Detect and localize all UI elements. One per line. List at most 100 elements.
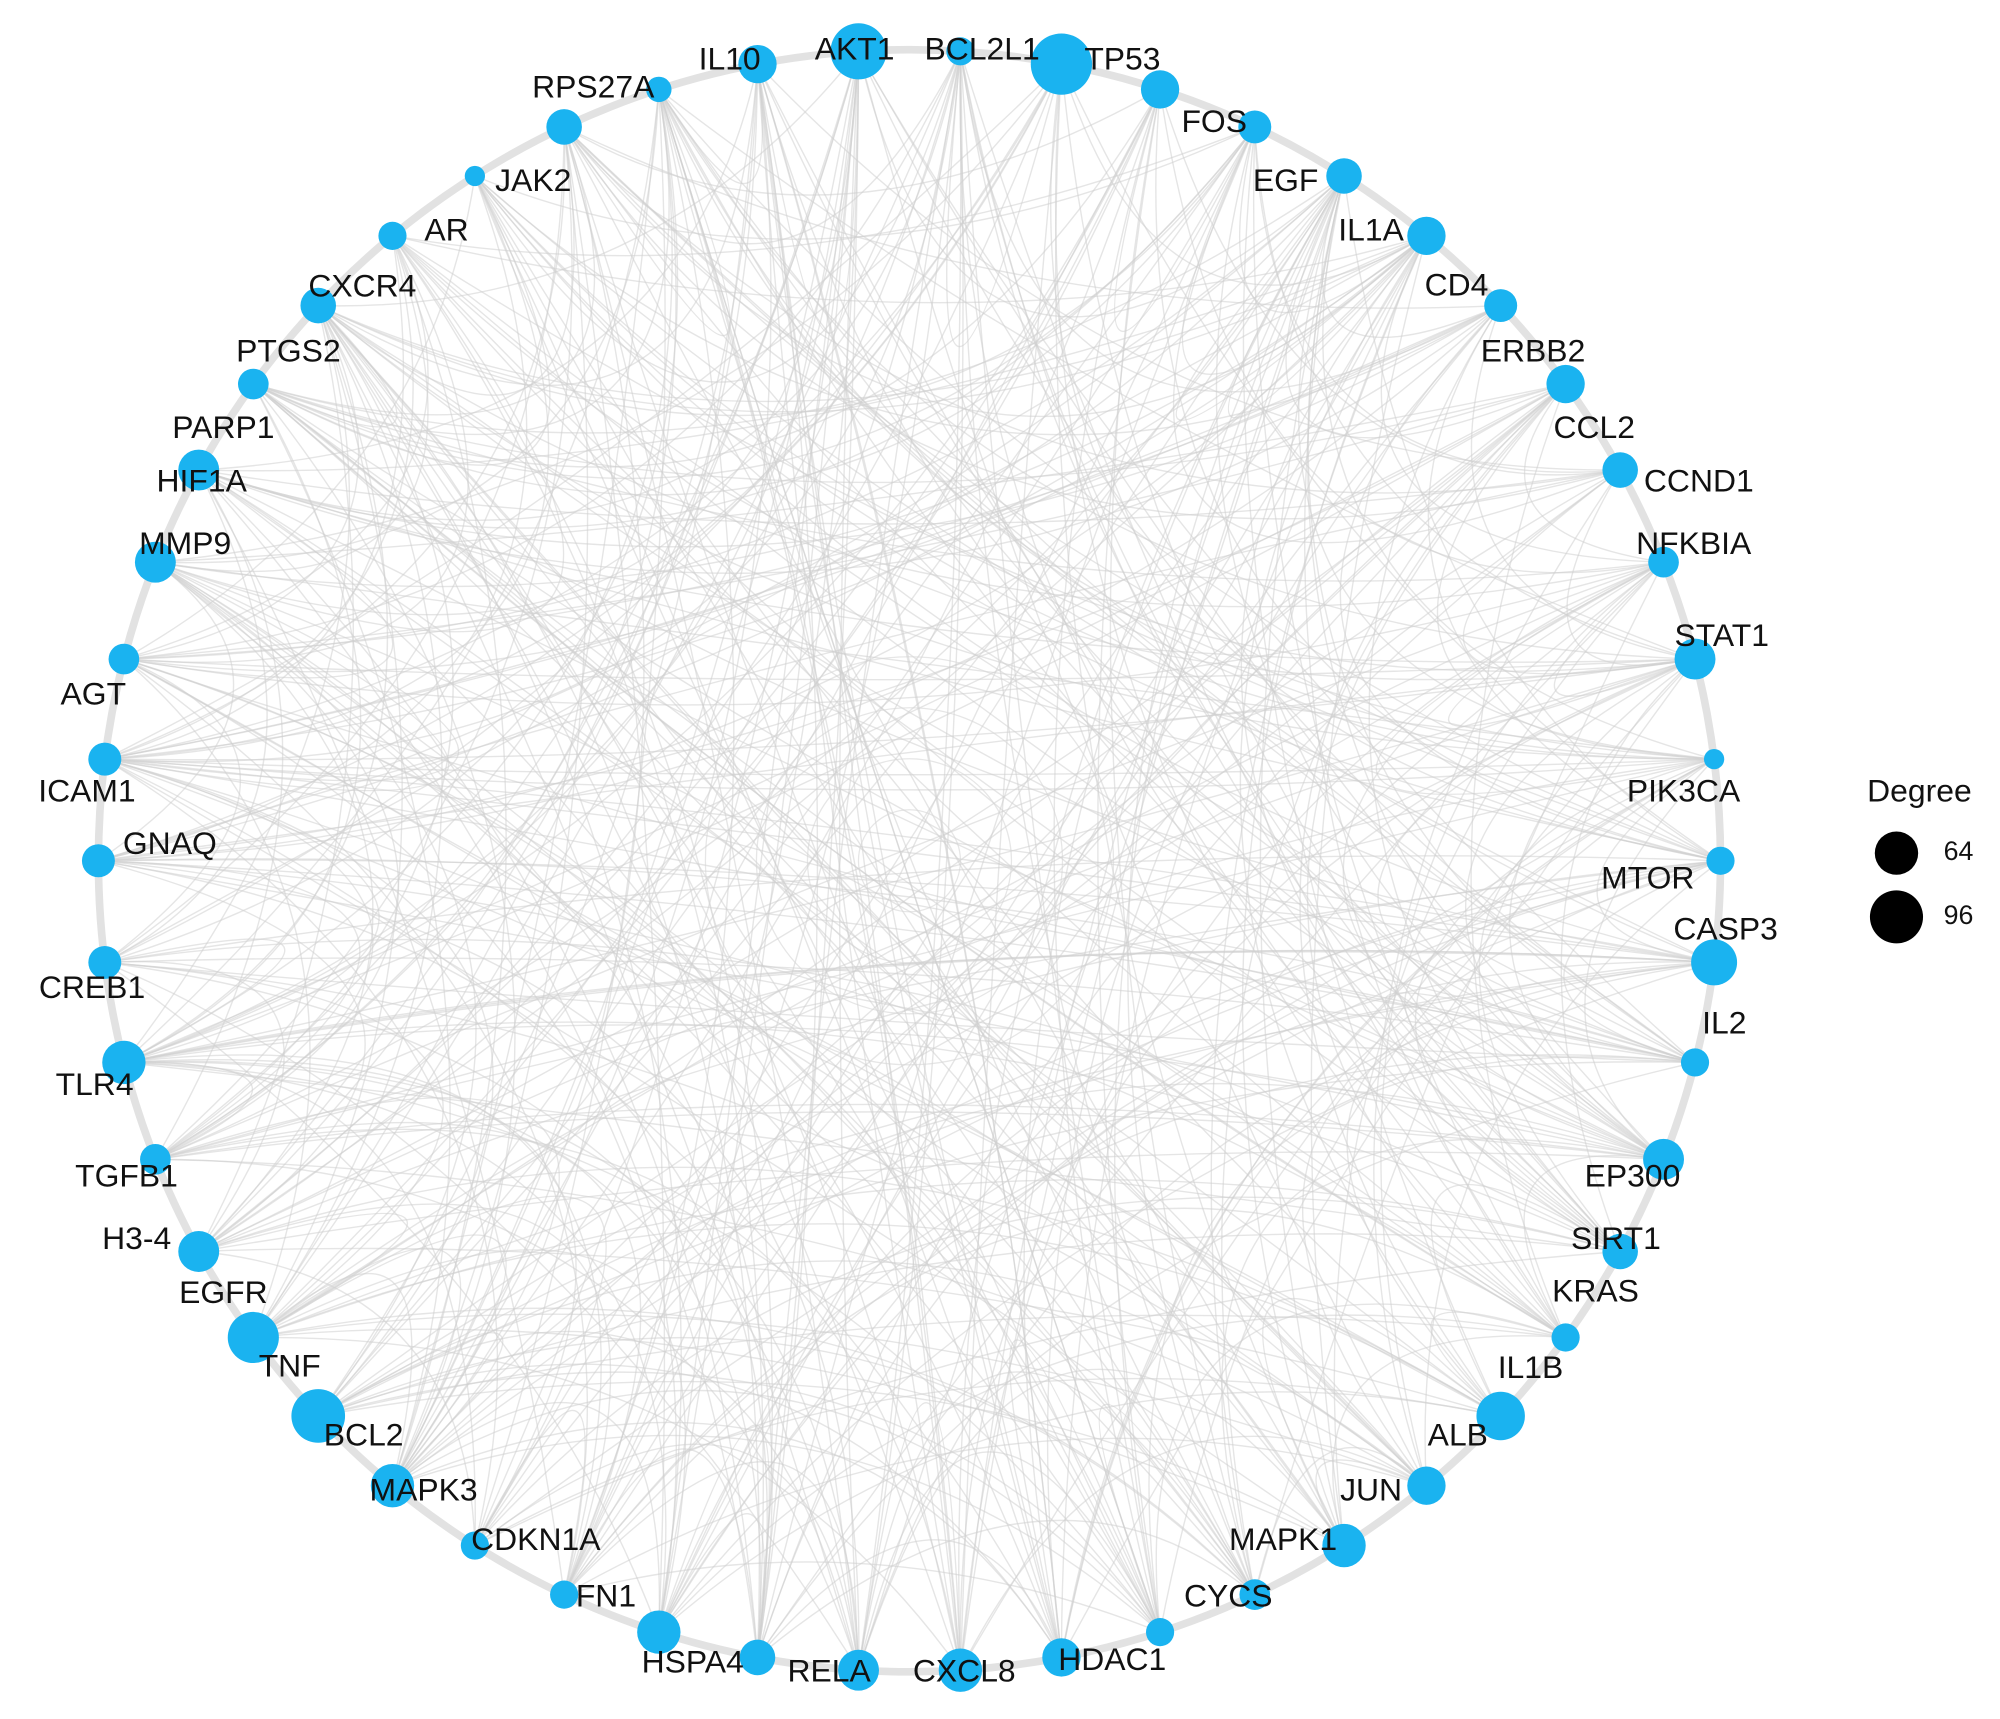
edge (155, 63, 1062, 563)
node (378, 221, 407, 250)
edge (392, 1421, 1063, 1658)
node-label: HIF1A (157, 463, 248, 499)
edge (123, 469, 394, 679)
edge (1155, 1303, 1566, 1633)
edge (857, 51, 964, 1671)
edge (123, 235, 469, 663)
edge (154, 561, 400, 1160)
edge (658, 88, 1696, 660)
edge (198, 1250, 476, 1546)
legend-size-key (1874, 831, 1919, 875)
edge (104, 175, 550, 760)
edge (252, 175, 551, 466)
edge (155, 175, 1345, 1160)
node (1691, 939, 1738, 986)
node (1602, 452, 1638, 488)
node (1484, 289, 1518, 323)
node (460, 1531, 489, 1560)
edge (198, 1247, 1501, 1417)
edge (198, 1203, 612, 1595)
edge (123, 175, 1345, 673)
edge (104, 957, 1696, 1064)
edge (1464, 658, 1696, 1160)
edge (474, 175, 1063, 1658)
edge (104, 658, 242, 963)
node (1643, 1138, 1685, 1180)
edge (104, 938, 286, 1064)
edge (98, 561, 235, 862)
edge (198, 64, 759, 1253)
node-label: EP300 (1585, 1158, 1681, 1194)
edge (154, 561, 1256, 1596)
node-label: EGF (1253, 162, 1319, 198)
edge (253, 175, 1345, 434)
edge (155, 561, 1715, 760)
edge (946, 51, 1063, 348)
edge (563, 89, 735, 1595)
edge (857, 50, 1696, 1063)
node (738, 44, 777, 84)
node (227, 1311, 279, 1364)
edge (253, 961, 1715, 1339)
node (237, 368, 269, 400)
edge (658, 89, 1621, 1253)
node (134, 541, 176, 583)
edge (98, 235, 1427, 862)
edge (253, 1336, 961, 1671)
edge (658, 89, 1696, 660)
edge (252, 1195, 607, 1546)
edge (658, 89, 1715, 760)
edge (959, 658, 1696, 1671)
edge (1447, 561, 1696, 727)
edge (98, 860, 1664, 1161)
edge (857, 961, 1715, 1671)
edge (756, 64, 1063, 1658)
edge (474, 89, 666, 1546)
edge (1315, 1459, 1427, 1546)
edge (253, 383, 1566, 484)
edge (474, 175, 1715, 964)
edge (563, 126, 1256, 1595)
legend-size-key (1869, 890, 1924, 944)
edge (658, 89, 1256, 1595)
edge (474, 1443, 860, 1671)
edge (198, 51, 860, 1252)
edge (155, 1103, 1664, 1161)
edge (1380, 235, 1664, 563)
edge (474, 175, 1721, 862)
edge (198, 469, 565, 1595)
edge (563, 1207, 1566, 1596)
legend-label: 96 (1944, 900, 1974, 930)
edge (104, 235, 414, 760)
node-label: CCL2 (1554, 409, 1636, 445)
edge (123, 51, 962, 660)
node (1239, 1579, 1271, 1610)
edge (1242, 126, 1502, 1417)
edge (658, 383, 1567, 1633)
edge (474, 383, 1567, 1546)
edge (1050, 63, 1721, 862)
edge (252, 89, 1161, 1338)
edge (123, 1060, 860, 1671)
edge (104, 758, 1715, 964)
edge (563, 126, 1696, 1064)
node-label: AR (424, 212, 468, 248)
edge (474, 175, 1502, 1417)
edge (959, 51, 1621, 1253)
edge (1060, 63, 1427, 286)
node-label: STAT1 (1675, 617, 1769, 653)
edge (198, 63, 759, 471)
node (1551, 1323, 1580, 1352)
edge (154, 561, 1256, 1596)
edge (756, 64, 962, 1671)
edge (154, 305, 454, 1160)
edge (104, 938, 1621, 1253)
edge (1343, 175, 1721, 862)
edge (1175, 175, 1427, 421)
node-label: AGT (61, 676, 127, 712)
edge-ring (704, 656, 1115, 1066)
edge (1239, 235, 1502, 1417)
edge (198, 469, 1696, 663)
edge (857, 1371, 1256, 1671)
